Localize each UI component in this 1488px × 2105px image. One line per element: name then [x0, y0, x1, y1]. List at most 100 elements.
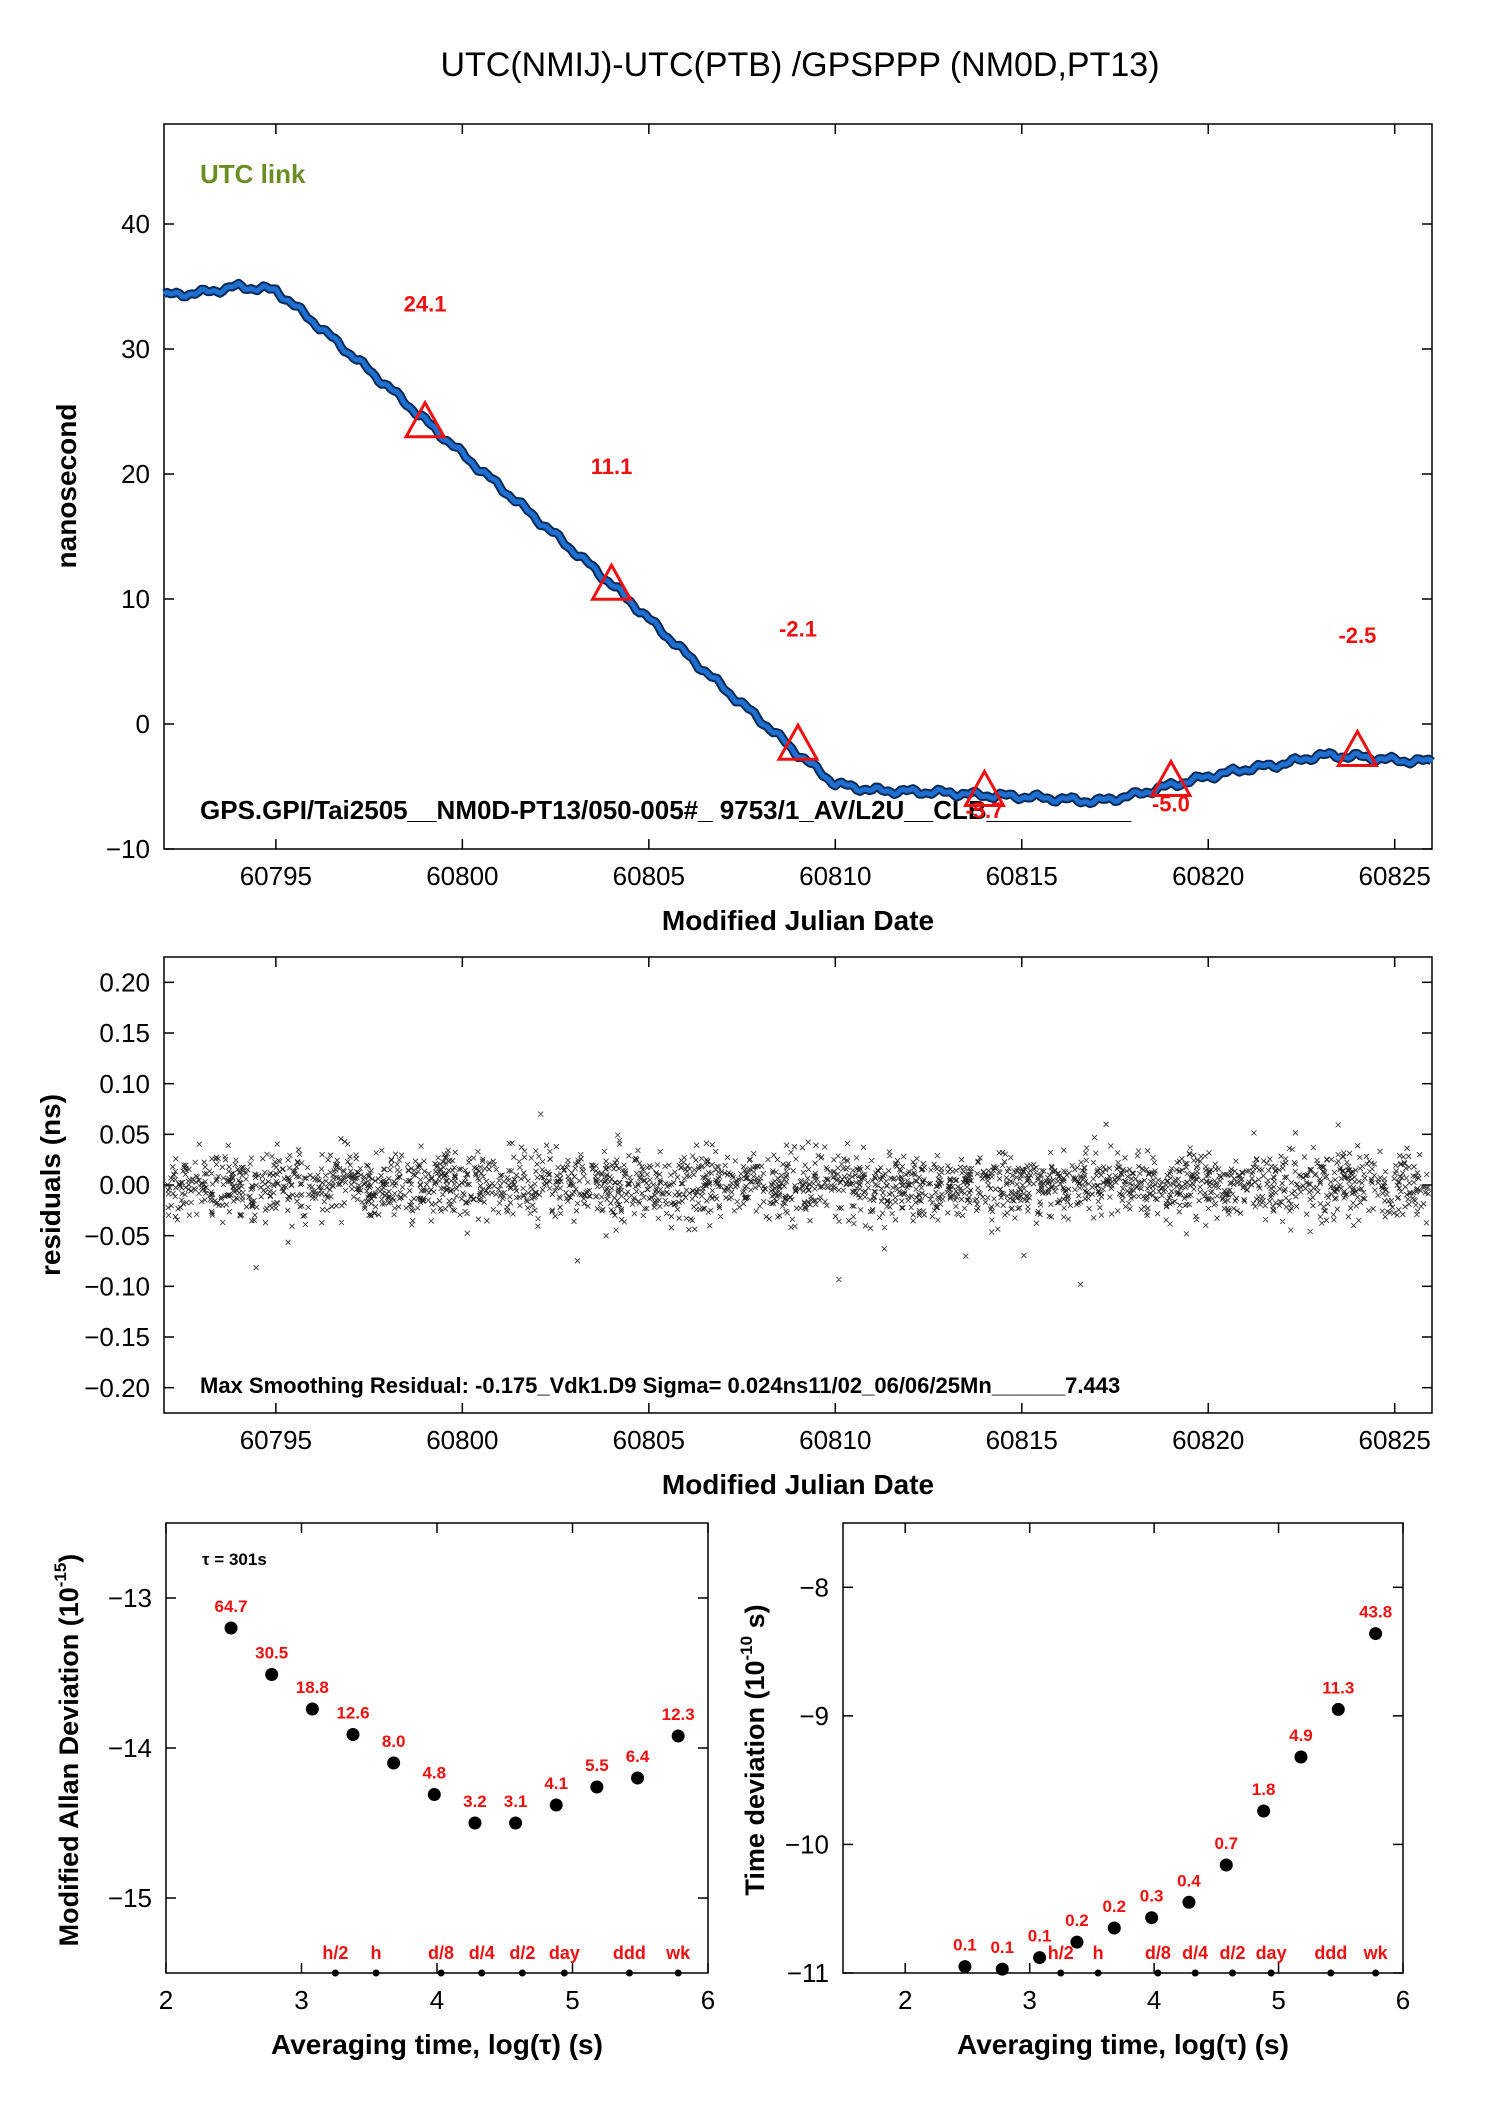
residuals-xtick-label: 60815 [986, 1425, 1058, 1455]
time-deviation-point [1294, 1750, 1308, 1764]
residuals-xtick-label: 60795 [240, 1425, 312, 1455]
time-deviation-ytick-label: −9 [799, 1701, 829, 1731]
marker-label: -5.0 [1152, 792, 1190, 817]
residuals-ytick-label: 0.00 [99, 1170, 150, 1200]
time-series-ytick-label: 40 [121, 209, 150, 239]
mod-allan-point-label: 8.0 [382, 1732, 406, 1751]
mod-allan-time-mark-label: wk [665, 1943, 691, 1963]
time-deviation-time-mark [1154, 1969, 1162, 1977]
mod-allan-point [631, 1771, 645, 1785]
mod-allan-point [509, 1816, 523, 1830]
time-series-ylabel: nanosecond [51, 404, 82, 569]
residuals-xtick-label: 60800 [426, 1425, 498, 1455]
residuals-xtick-label: 60825 [1359, 1425, 1431, 1455]
time-series-ytick-label: 10 [121, 584, 150, 614]
residuals-xtick-label: 60810 [799, 1425, 871, 1455]
mod-allan-time-mark [478, 1969, 486, 1977]
mod-allan-ytick-label: −15 [108, 1883, 152, 1913]
mod-allan-ylabel: Modified Allan Deviation (10-15) [51, 1554, 84, 1947]
marker-label: -2.1 [779, 617, 817, 642]
time-deviation-time-mark [1229, 1969, 1237, 1977]
mod-allan-point-label: 18.8 [296, 1678, 329, 1697]
mod-allan-point [427, 1788, 441, 1801]
time-series-ytick-label: −10 [106, 834, 150, 864]
mod-allan-point-label: 30.5 [255, 1644, 288, 1663]
time-deviation-point [1257, 1804, 1271, 1818]
time-deviation-point [958, 1960, 972, 1974]
mod-allan-time-mark-label: d/8 [428, 1943, 454, 1963]
mod-allan-point [590, 1780, 604, 1794]
time-series-panel: UTC link GPS.GPI/Tai2505__NM0D-PT13/050-… [51, 123, 1435, 936]
time-deviation-ytick-label: −8 [799, 1572, 829, 1602]
marker-label: 11.1 [591, 454, 633, 479]
time-deviation-ylabel: Time deviation (10-10 s) [737, 1604, 770, 1895]
time-deviation-point-label: 43.8 [1359, 1603, 1392, 1622]
time-series-xtick-label: 60815 [986, 861, 1058, 891]
time-deviation-ylabel-main: Time deviation (10 [740, 1661, 770, 1896]
triangle-marker [776, 722, 820, 761]
mod-allan-time-mark-label: ddd [613, 1943, 646, 1963]
time-deviation-panel: Averaging time, log(τ) (s) Time deviatio… [737, 1522, 1410, 2060]
time-series-xtick-label: 60800 [426, 861, 498, 891]
time-deviation-point-label: 0.2 [1065, 1911, 1089, 1930]
mod-allan-xtick-label: 2 [159, 1985, 173, 2015]
residuals-ytick-label: −0.10 [84, 1271, 150, 1301]
time-series-ytick-label: 20 [121, 459, 150, 489]
time-deviation-xtick-label: 3 [1022, 1985, 1036, 2015]
residuals-ytick-label: 0.05 [99, 1119, 150, 1149]
residual-points [165, 1111, 1431, 1288]
mod-allan-ylabel-exponent: -15 [51, 1563, 70, 1588]
residuals-ytick-label: −0.20 [84, 1373, 150, 1403]
mod-allan-time-mark [331, 1969, 339, 1977]
mod-allan-point [305, 1702, 319, 1716]
page-title: UTC(NMIJ)-UTC(PTB) /GPSPPP (NM0D,PT13) [440, 46, 1159, 84]
time-deviation-point [1145, 1911, 1159, 1925]
mod-allan-point-label: 3.1 [504, 1792, 528, 1811]
time-deviation-xlabel: Averaging time, log(τ) (s) [957, 2029, 1289, 2060]
mod-allan-point [346, 1728, 360, 1741]
mod-allan-point [671, 1729, 685, 1743]
time-series-xtick-label: 60820 [1172, 861, 1244, 891]
time-deviation-time-mark-label: h [1093, 1943, 1104, 1963]
triangle-marker [403, 399, 447, 439]
residuals-xlabel: Modified Julian Date [662, 1469, 934, 1500]
time-series-frame [163, 123, 1433, 850]
residuals-xtick-label: 60805 [613, 1425, 685, 1455]
time-deviation-point-label: 0.4 [1177, 1871, 1201, 1890]
mod-allan-point-label: 12.6 [336, 1704, 369, 1723]
time-deviation-point [1070, 1935, 1084, 1949]
utc-link-label: UTC link [200, 159, 306, 189]
time-deviation-point [1033, 1951, 1047, 1965]
residuals-xtick-label: 60820 [1172, 1425, 1244, 1455]
time-deviation-ytick-label: −11 [787, 1958, 829, 1988]
time-deviation-point-label: 0.1 [1028, 1927, 1052, 1946]
time-deviation-point-label: 1.8 [1252, 1780, 1276, 1799]
triangle-marker [1335, 728, 1379, 767]
time-deviation-point-label: 0.3 [1140, 1887, 1164, 1906]
time-deviation-time-mark [1372, 1969, 1380, 1977]
time-series-ytick-label: 0 [136, 709, 150, 739]
mod-allan-time-mark [674, 1969, 682, 1977]
time-deviation-point-label: 4.9 [1289, 1726, 1313, 1745]
mod-allan-point-label: 4.8 [422, 1764, 446, 1783]
time-series-xtick-label: 60805 [613, 861, 685, 891]
mod-allan-ytick-label: −13 [108, 1583, 152, 1613]
time-deviation-time-mark [1094, 1969, 1102, 1977]
triangle-marker [589, 562, 634, 601]
residuals-ytick-label: −0.15 [84, 1322, 150, 1352]
mod-allan-xlabel: Averaging time, log(τ) (s) [271, 2029, 603, 2060]
time-deviation-time-mark [1267, 1969, 1275, 1977]
time-deviation-time-mark-label: h/2 [1048, 1943, 1074, 1963]
time-deviation-xtick-label: 6 [1396, 1985, 1410, 2015]
mod-allan-time-mark-label: day [549, 1943, 580, 1963]
time-deviation-time-mark [1191, 1969, 1199, 1977]
mod-allan-xtick-label: 3 [294, 1985, 308, 2015]
marker-label: -5.7 [966, 798, 1004, 823]
time-deviation-time-mark [1327, 1969, 1335, 1977]
series-line [163, 280, 1434, 807]
time-deviation-point [1219, 1858, 1233, 1872]
mod-allan-time-mark-label: d/2 [509, 1943, 535, 1963]
time-series-footer: GPS.GPI/Tai2505__NM0D-PT13/050-005#_ 975… [200, 795, 1132, 825]
time-series-xtick-label: 60810 [799, 861, 871, 891]
mod-allan-ylabel-tail: ) [54, 1554, 84, 1563]
